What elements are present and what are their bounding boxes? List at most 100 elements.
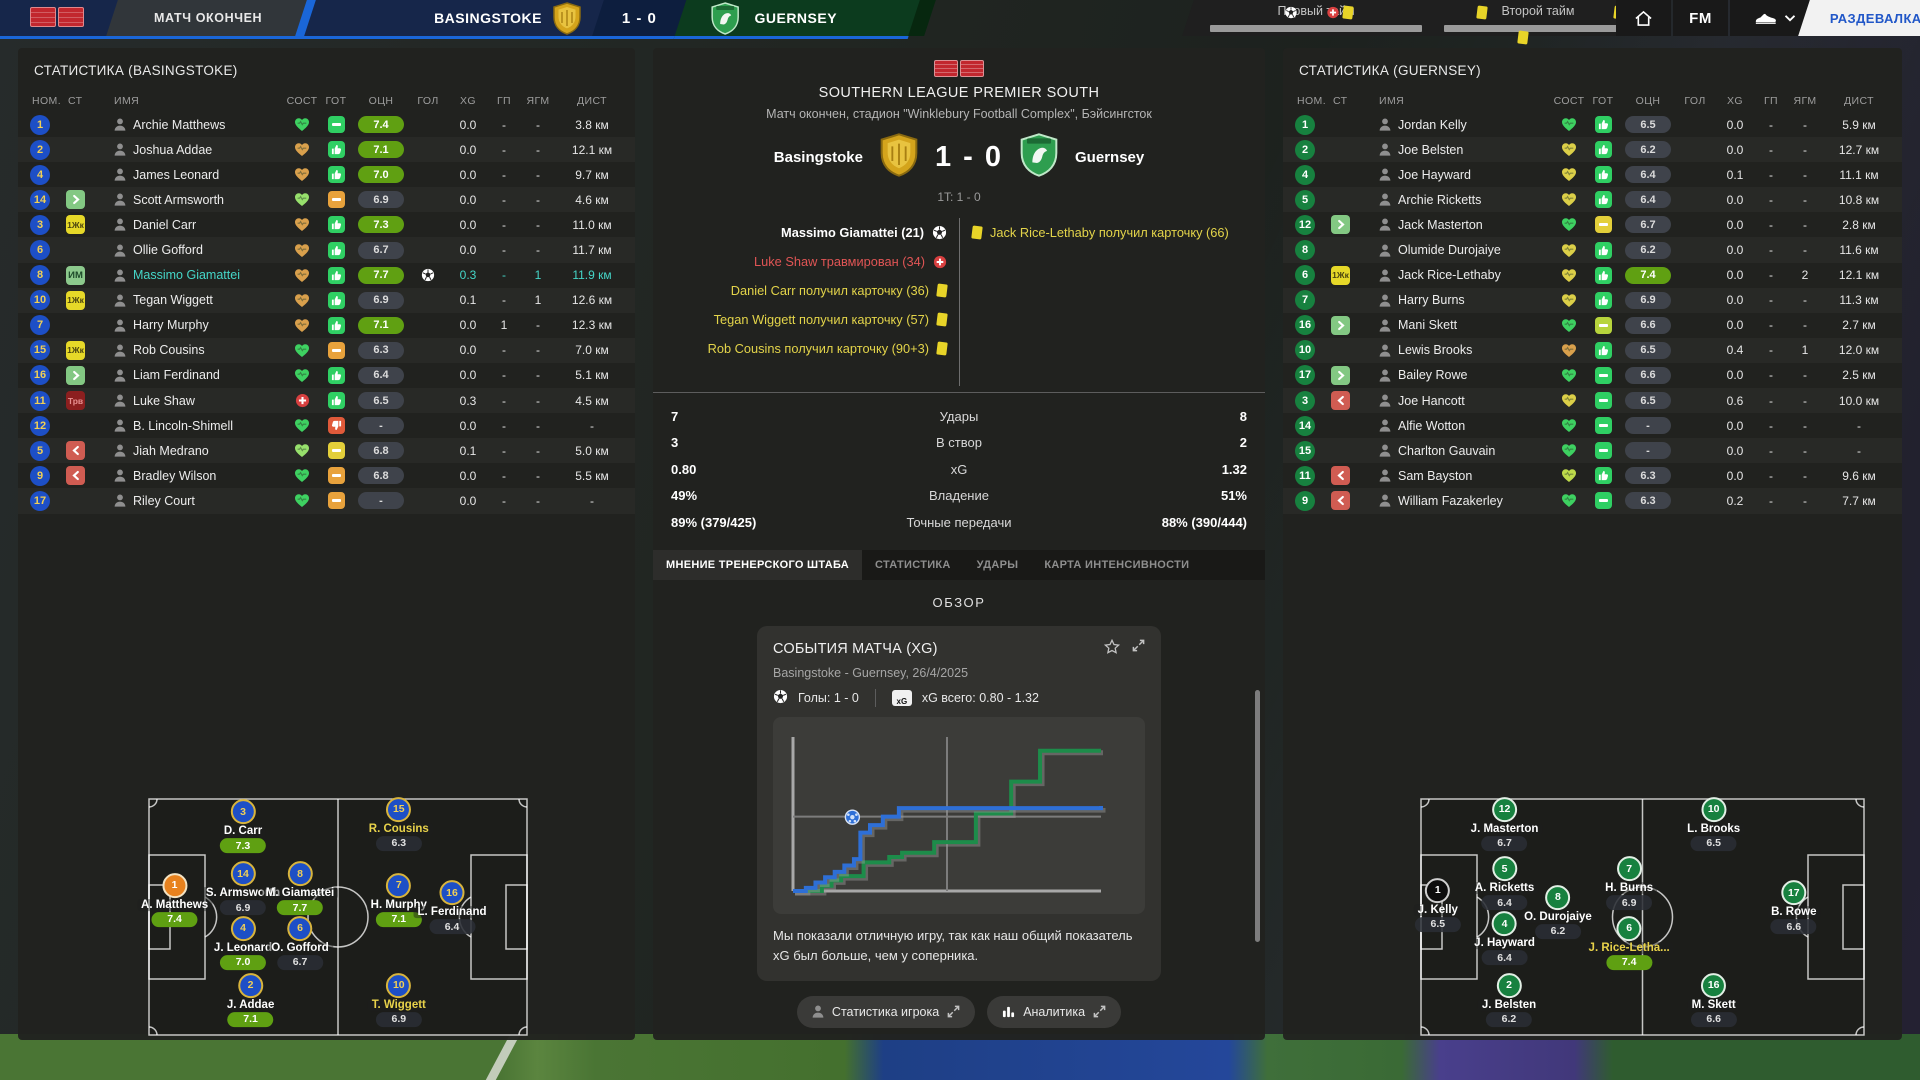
player-row[interactable]: 9 William Fazakerley 6.3 0.2 - - 7.7 км: [1283, 488, 1902, 513]
player-stats-button[interactable]: Статистика игрока: [796, 995, 976, 1028]
formation-player[interactable]: 8 O. Durojaiye 6.2: [1520, 885, 1596, 940]
scrollbar[interactable]: [1255, 690, 1260, 942]
stat-dist: 11.9 км: [572, 268, 612, 283]
analytics-button[interactable]: Аналитика: [987, 995, 1122, 1028]
player-row[interactable]: 10 Lewis Brooks 6.5 0.4 - 1 12.0 км: [1283, 338, 1902, 363]
match-rating: 6.7: [1625, 216, 1671, 234]
player-row[interactable]: 7 Harry Murphy 7.1 0.0 1 - 12.3 км: [18, 313, 635, 338]
first-half-bar[interactable]: [1210, 25, 1422, 32]
player-row[interactable]: 7 Harry Burns 6.9 0.0 - - 11.3 км: [1283, 288, 1902, 313]
player-row[interactable]: 11 Трв Luke Shaw 6.5 0.3 - - 4.5 км: [18, 388, 635, 413]
formation-player[interactable]: 16 L. Ferdinand 6.4: [413, 880, 491, 935]
player-row[interactable]: 2 Joshua Addae 7.1 0.0 - - 12.1 км: [18, 137, 635, 162]
home-team-crest[interactable]: [552, 2, 584, 36]
second-half-bar[interactable]: [1444, 25, 1632, 32]
stat-xg: 0.0: [459, 368, 477, 383]
tab-1[interactable]: МНЕНИЕ ТРЕНЕРСКОГО ШТАБА: [653, 549, 862, 580]
match-event[interactable]: Massimo Giamattei (21): [653, 218, 959, 247]
player-row[interactable]: 4 Joe Hayward 6.4 0.1 - - 11.1 км: [1283, 162, 1902, 187]
formation-player[interactable]: 4 J. Hayward 6.4: [1470, 911, 1539, 966]
changing-room-button[interactable]: РАЗДЕВАЛКА: [1798, 0, 1920, 36]
xg-chart: [773, 716, 1145, 914]
player-row[interactable]: 11 Sam Bayston 6.3 0.0 - - 9.6 км: [1283, 463, 1902, 488]
home-button[interactable]: [1616, 0, 1671, 36]
home-team-label[interactable]: Basingstoke: [773, 149, 863, 166]
away-team-crest[interactable]: [710, 2, 742, 36]
player-row[interactable]: 15 1Жк Rob Cousins 6.3 0.0 - - 7.0 км: [18, 338, 635, 363]
shirt-number: 16: [30, 365, 50, 386]
formation-player[interactable]: 16 M. Skett 6.6: [1687, 973, 1740, 1028]
player-avatar-icon: [1379, 143, 1391, 156]
player-row[interactable]: 2 Joe Belsten 6.2 0.0 - - 12.7 км: [1283, 137, 1902, 162]
star-icon[interactable]: [1103, 638, 1121, 659]
formation-player[interactable]: 10 L. Brooks 6.5: [1683, 796, 1745, 851]
formation-player[interactable]: 7 H. Murphy 7.1: [366, 873, 431, 928]
home-team-name[interactable]: BASINGSTOKE: [434, 10, 542, 26]
player-row[interactable]: 12 B. Lincoln-Shimell - 0.0 - - -: [18, 413, 635, 438]
player-row[interactable]: 9 Bradley Wilson 6.8 0.0 - - 5.5 км: [18, 463, 635, 488]
formation-player[interactable]: 1 J. Kelly 6.5: [1413, 877, 1462, 932]
player-row[interactable]: 6 1Жк Jack Rice-Lethaby 7.4 0.0 - 2 12.1 км: [1283, 263, 1902, 288]
match-event[interactable]: Tegan Wiggett получил карточку (57): [653, 305, 959, 334]
player-row[interactable]: 3 1Жк Daniel Carr 7.3 0.0 - - 11.0 км: [18, 212, 635, 237]
formation-player[interactable]: 2 J. Addae 7.1: [222, 973, 279, 1028]
match-event[interactable]: Daniel Carr получил карточку (36): [653, 276, 959, 305]
condition-icon: [285, 268, 319, 283]
stat-dist: 7.7 км: [1842, 493, 1876, 508]
player-number: 3: [230, 799, 256, 825]
formation-player[interactable]: 14 S. Armsworth 6.9: [201, 861, 285, 916]
match-event[interactable]: Jack Rice-Lethaby получил карточку (66): [960, 218, 1265, 247]
player-row[interactable]: 8 ИМ Massimo Giamattei 7.7 0.3 - 1 11.9 км: [18, 263, 635, 288]
formation-player[interactable]: 10 T. Wiggett 6.9: [367, 973, 430, 1028]
player-row[interactable]: 12 Jack Masterton 6.7 0.0 - - 2.8 км: [1283, 212, 1902, 237]
player-row[interactable]: 14 Scott Armsworth 6.9 0.0 - - 4.6 км: [18, 187, 635, 212]
formation-player[interactable]: 4 J. Leonard 7.0: [209, 915, 277, 970]
player-row[interactable]: 5 Jiah Medrano 6.8 0.1 - - 5.0 км: [18, 438, 635, 463]
formation-player[interactable]: 12 J. Masterton 6.7: [1466, 796, 1543, 851]
player-row[interactable]: 16 Mani Skett 6.6 0.0 - - 2.7 км: [1283, 313, 1902, 338]
formation-player[interactable]: 6 O. Gofford 6.7: [267, 915, 333, 970]
player-row[interactable]: 17 Bailey Rowe 6.6 0.0 - - 2.5 км: [1283, 363, 1902, 388]
formation-player[interactable]: 8 M. Giamattei 7.7: [261, 861, 339, 916]
second-half-timeline[interactable]: Второй тайм: [1444, 0, 1632, 45]
player-row[interactable]: 15 Charlton Gauvain - 0.0 - - -: [1283, 438, 1902, 463]
formation-player[interactable]: 6 J. Rice-Letha... 7.4: [1584, 915, 1674, 970]
player-row[interactable]: 6 Ollie Gofford 6.7 0.0 - - 11.7 км: [18, 237, 635, 262]
tab-2[interactable]: СТАТИСТИКА: [862, 550, 964, 580]
tab-3[interactable]: УДАРЫ: [964, 550, 1032, 580]
match-event[interactable]: Rob Cousins получил карточку (90+3): [653, 334, 959, 363]
player-row[interactable]: 14 Alfie Wotton - 0.0 - - -: [1283, 413, 1902, 438]
player-row[interactable]: 17 Riley Court - 0.0 - - -: [18, 488, 635, 513]
formation-player[interactable]: 3 D. Carr 7.3: [219, 799, 267, 854]
team-stat-row: 49% Владение 51%: [671, 483, 1247, 510]
player-short-name: T. Wiggett: [367, 999, 430, 1012]
condition-heart-icon: [1562, 268, 1576, 282]
player-short-name: M. Skett: [1687, 999, 1740, 1012]
player-row[interactable]: 3 Joe Hancott 6.5 0.6 - - 10.0 км: [1283, 388, 1902, 413]
stat-label: В створ: [936, 435, 982, 451]
fm-logo-button[interactable]: FM: [1673, 0, 1728, 36]
formation-player[interactable]: 2 J. Belsten 6.2: [1477, 973, 1541, 1028]
player-row[interactable]: 4 James Leonard 7.0 0.0 - - 9.7 км: [18, 162, 635, 187]
first-half-timeline[interactable]: Первый тайм: [1210, 0, 1422, 36]
formation-player[interactable]: 17 B. Rowe 6.6: [1767, 880, 1821, 935]
player-name: Massimo Giamattei: [133, 268, 240, 283]
match-event[interactable]: Luke Shaw травмирован (34): [653, 247, 959, 276]
stat-xg: 0.0: [1726, 117, 1744, 132]
player-row[interactable]: 10 1Жк Tegan Wiggett 6.9 0.1 - 1 12.6 км: [18, 288, 635, 313]
stat-yagm: -: [1803, 418, 1807, 433]
expand-icon[interactable]: [1132, 639, 1145, 659]
player-row[interactable]: 5 Archie Ricketts 6.4 0.0 - - 10.8 км: [1283, 187, 1902, 212]
away-team-label[interactable]: Guernsey: [1075, 149, 1145, 166]
player-row[interactable]: 1 Archie Matthews 7.4 0.0 - - 3.8 км: [18, 112, 635, 137]
formation-player[interactable]: 1 A. Matthews 7.4: [137, 873, 213, 928]
formation-player[interactable]: 5 A. Ricketts 6.4: [1470, 856, 1539, 911]
formation-player[interactable]: 7 H. Burns 6.9: [1601, 856, 1658, 911]
player-row[interactable]: 16 Liam Ferdinand 6.4 0.0 - - 5.1 км: [18, 363, 635, 388]
away-team-segment[interactable]: GUERNSEY: [673, 0, 921, 39]
formation-player[interactable]: 15 R. Cousins 6.3: [364, 796, 433, 851]
match-timeline[interactable]: Первый тайм Второй тайм: [1182, 0, 1652, 45]
tab-4[interactable]: КАРТА ИНТЕНСИВНОСТИ: [1031, 550, 1202, 580]
player-row[interactable]: 8 Olumide Durojaiye 6.2 0.0 - - 11.6 км: [1283, 237, 1902, 262]
player-row[interactable]: 1 Jordan Kelly 6.5 0.0 - - 5.9 км: [1283, 112, 1902, 137]
